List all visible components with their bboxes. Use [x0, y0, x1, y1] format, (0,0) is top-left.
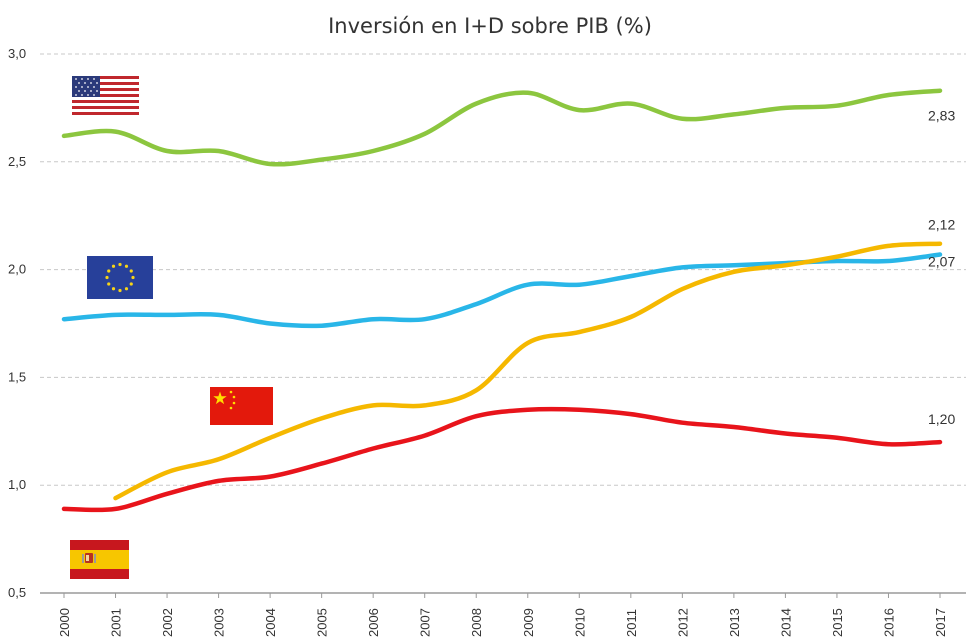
x-tick-label: 2003: [212, 608, 227, 637]
y-tick-label: 2,5: [8, 154, 26, 169]
x-tick-label: 2000: [57, 608, 72, 637]
y-tick-label: 2,0: [8, 262, 26, 277]
eu-star: [107, 269, 111, 273]
gridlines: [40, 53, 966, 486]
eu-star: [107, 282, 111, 286]
x-tick-label: 2009: [521, 608, 536, 637]
eu-flag: [87, 256, 153, 299]
x-tick-label: 2001: [109, 608, 124, 637]
eu-star: [131, 275, 135, 280]
y-axis-ticks: 0,5 1,0 1,5 2,0 2,5 3,0: [8, 46, 26, 600]
usa-flag: [72, 76, 139, 115]
end-label-china: 2,12: [928, 217, 955, 233]
y-tick-label: 1,5: [8, 369, 26, 384]
end-label-usa: 2,83: [928, 108, 955, 124]
x-axis-ticks: 2000 2001 2002 2003 2004 2005 2006 2007 2008 2009…: [57, 593, 948, 637]
eu-star: [105, 275, 109, 280]
x-tick-label: 2016: [881, 608, 896, 637]
y-tick-label: 3,0: [8, 46, 26, 61]
x-tick-label: 2015: [830, 608, 845, 637]
y-tick-label: 0,5: [8, 585, 26, 600]
x-tick-label: 2014: [778, 608, 793, 637]
x-tick-label: 2002: [160, 608, 175, 637]
eu-star: [118, 288, 122, 293]
eu-star: [118, 262, 122, 267]
x-tick-label: 2005: [315, 608, 330, 637]
china-flag: [210, 387, 273, 425]
x-tick-label: 2011: [624, 609, 639, 637]
eu-star: [111, 264, 116, 268]
eu-star: [129, 282, 133, 286]
x-tick-label: 2013: [727, 608, 742, 637]
x-tick-label: 2012: [675, 608, 690, 637]
x-tick-label: 2007: [418, 608, 433, 637]
x-tick-label: 2006: [366, 608, 381, 637]
series-line-usa: [61, 88, 943, 167]
spain-flag: [70, 540, 129, 579]
x-tick-label: 2008: [469, 608, 484, 637]
eu-star: [124, 264, 129, 268]
y-tick-label: 1,0: [8, 477, 26, 492]
series-line-china: [113, 241, 943, 501]
end-label-eu: 2,07: [928, 254, 955, 270]
eu-star: [111, 287, 116, 291]
end-label-spain: 1,20: [928, 411, 955, 427]
eu-star: [129, 269, 133, 273]
eu-star: [124, 287, 129, 291]
series-lines: [61, 88, 943, 513]
x-tick-label: 2017: [933, 608, 948, 637]
series-line-eu: [61, 252, 943, 329]
x-tick-label: 2010: [572, 608, 587, 637]
chart-title: Inversión en I+D sobre PIB (%): [328, 14, 652, 38]
x-tick-label: 2004: [263, 608, 278, 637]
series-line-spain: [61, 406, 943, 513]
end-value-labels: 2,83 2,07 2,12 1,20: [928, 108, 955, 427]
